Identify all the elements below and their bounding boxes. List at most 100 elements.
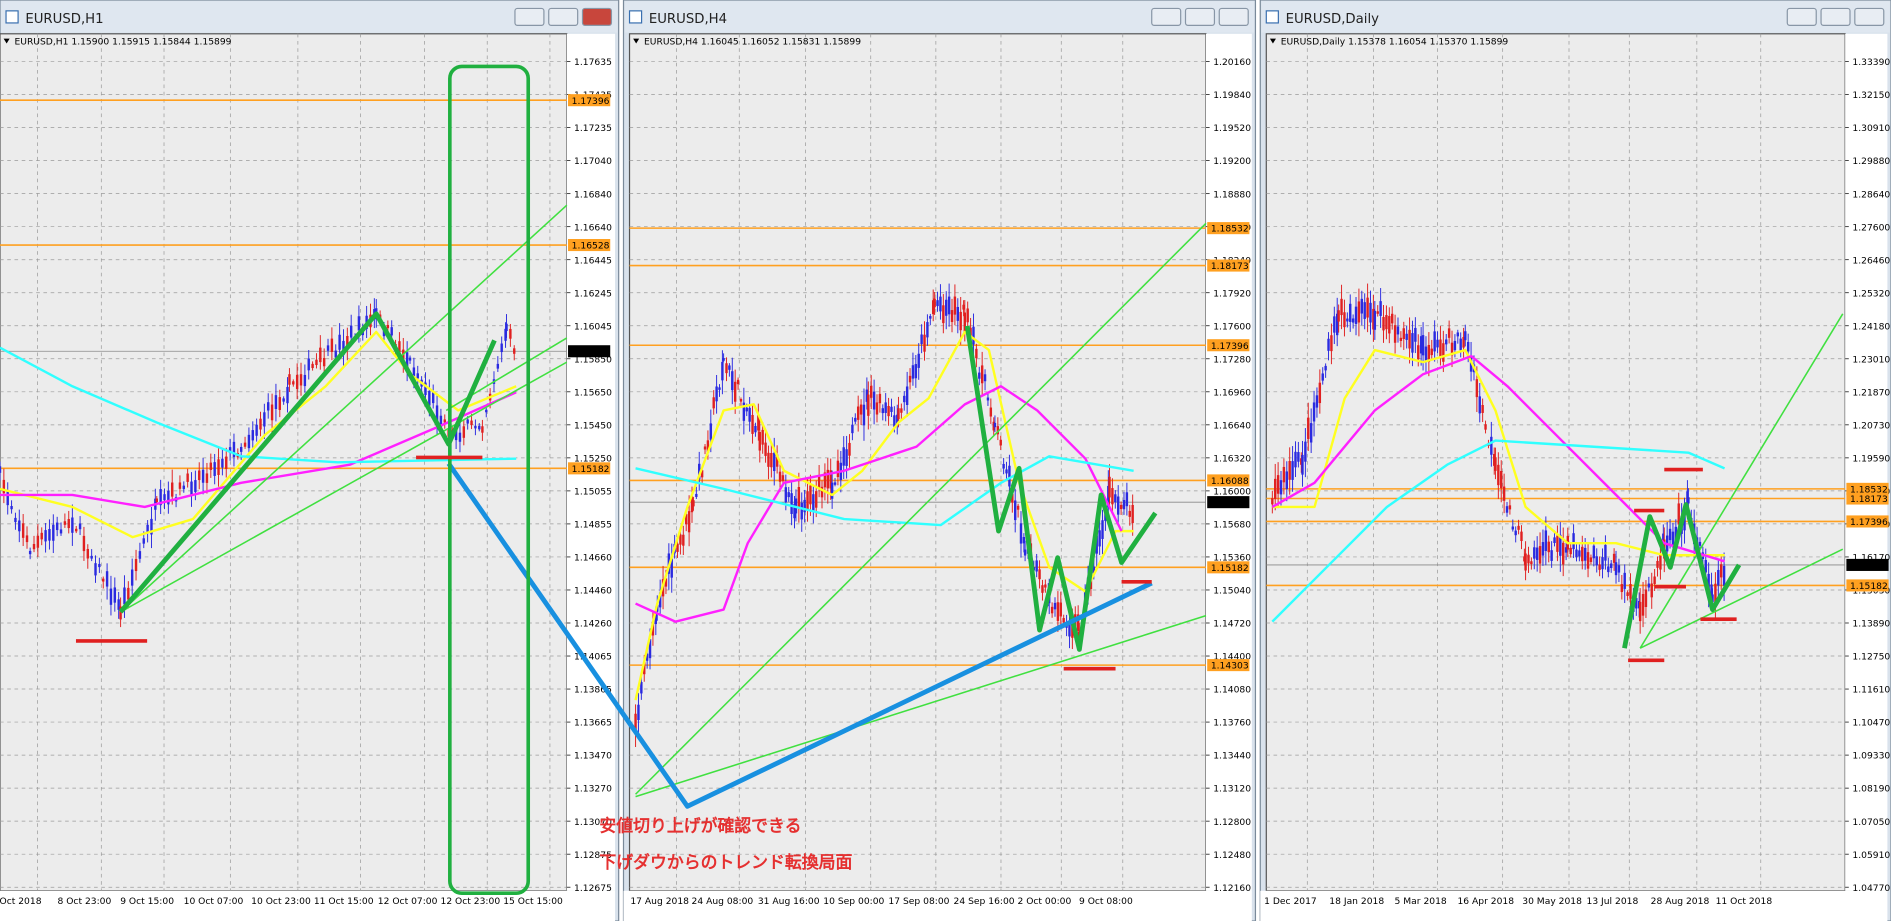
dropdown-arrow — [633, 38, 640, 44]
candle-body — [1641, 593, 1645, 616]
candle-body — [670, 558, 673, 578]
price-tick-label: 1.16320 — [1213, 453, 1251, 464]
time-axis — [0, 890, 616, 921]
candle-body — [330, 338, 334, 352]
candle-body — [1445, 339, 1448, 345]
candle-body — [146, 524, 149, 534]
maximize-button[interactable] — [1820, 7, 1851, 26]
level-label-bg — [568, 94, 611, 107]
candle-body — [715, 386, 718, 402]
candle-body — [1011, 493, 1014, 503]
candle-body — [936, 300, 939, 307]
level-label-bg — [1846, 515, 1889, 528]
level-label: 1.18173 — [1211, 261, 1249, 272]
trend-line — [120, 204, 568, 613]
candle-body — [1717, 569, 1720, 586]
close-button[interactable] — [1218, 7, 1249, 26]
candle-body — [980, 365, 984, 384]
candle-body — [929, 316, 932, 319]
candle-body — [1505, 506, 1509, 513]
price-tick-label: 1.14660 — [574, 553, 612, 564]
price-tick-label: 1.14720 — [1213, 619, 1251, 630]
candle-body — [1583, 547, 1587, 561]
candle-body — [905, 386, 909, 405]
price-tick-label: 1.14065 — [574, 652, 612, 663]
candle-body — [117, 599, 120, 610]
time-label: 24 Aug 08:00 — [692, 896, 754, 907]
candle-body — [167, 490, 170, 505]
candle-body — [1553, 537, 1556, 543]
level-label-bg — [1846, 558, 1889, 571]
candle-body — [1274, 478, 1277, 500]
candle-body — [1427, 344, 1431, 363]
candle-body — [86, 548, 90, 559]
minimize-button[interactable] — [1786, 7, 1817, 26]
price-tick-label: 1.16960 — [1213, 387, 1251, 398]
price-tick-label: 1.16640 — [1213, 420, 1251, 431]
level-label: 1.17396 — [572, 96, 610, 107]
candle-body — [1128, 510, 1131, 517]
candle-body — [150, 518, 153, 535]
window-icon — [628, 10, 643, 24]
candle-body — [1399, 337, 1403, 342]
candle-body — [1119, 504, 1123, 510]
candle-body — [722, 358, 725, 361]
candle-body — [908, 375, 912, 383]
minimize-button[interactable] — [1151, 7, 1182, 26]
candle-body — [764, 442, 767, 456]
time-label: 12 Oct 23:00 — [440, 896, 500, 907]
candle-body — [728, 365, 731, 370]
candle-body — [999, 439, 1002, 446]
time-label: 2 Oct 00:00 — [1017, 896, 1071, 907]
price-tick-label: 1.15680 — [1213, 520, 1251, 531]
candle-body — [228, 447, 232, 453]
time-axis — [1260, 890, 1888, 921]
chart-info: EURUSD,H4 1.16045 1.16052 1.15831 1.1589… — [644, 37, 861, 48]
candle-body — [342, 340, 345, 356]
candle-body — [1288, 461, 1291, 480]
candle-body — [1291, 461, 1294, 480]
candle-body — [59, 529, 63, 534]
candle-body — [758, 432, 761, 451]
candle-body — [201, 469, 205, 483]
price-tick-label: 1.12160 — [1213, 883, 1251, 894]
candle-body — [1363, 302, 1366, 319]
candle-body — [767, 452, 770, 467]
level-label-bg — [1207, 339, 1250, 352]
candle-body — [1297, 452, 1300, 462]
close-button[interactable] — [581, 7, 613, 26]
candle-body — [745, 407, 748, 412]
candle-body — [1023, 549, 1027, 556]
candle-body — [44, 530, 47, 542]
candle-body — [751, 414, 754, 434]
price-tick-label: 1.13270 — [574, 784, 612, 795]
minimize-button[interactable] — [514, 7, 545, 26]
candle-body — [178, 482, 182, 489]
ma-yellow — [1272, 348, 1725, 557]
candle-body — [1559, 534, 1562, 556]
candle-body — [194, 480, 197, 493]
maximize-button[interactable] — [548, 7, 579, 26]
candle-body — [1650, 583, 1653, 598]
candle-body — [1411, 333, 1414, 353]
candle-body — [685, 514, 688, 525]
time-label: 11 Oct 2018 — [1716, 896, 1773, 907]
close-button[interactable] — [1854, 7, 1885, 26]
maximize-button[interactable] — [1184, 7, 1216, 26]
candle-body — [1327, 338, 1330, 351]
candle-body — [28, 550, 32, 555]
candle-body — [1022, 536, 1026, 544]
candle-body — [800, 502, 803, 520]
level-label-bg — [1207, 659, 1250, 672]
candle-body — [10, 506, 13, 510]
candle-body — [939, 296, 942, 312]
price-tick-label: 1.12875 — [574, 850, 612, 861]
candle-body — [996, 426, 1000, 435]
level-label-bg — [1207, 259, 1250, 272]
candle-body — [190, 481, 193, 496]
candle-body — [315, 359, 318, 366]
candle-body — [1450, 342, 1454, 356]
candle-body — [171, 482, 174, 497]
candle-body — [1524, 553, 1527, 571]
